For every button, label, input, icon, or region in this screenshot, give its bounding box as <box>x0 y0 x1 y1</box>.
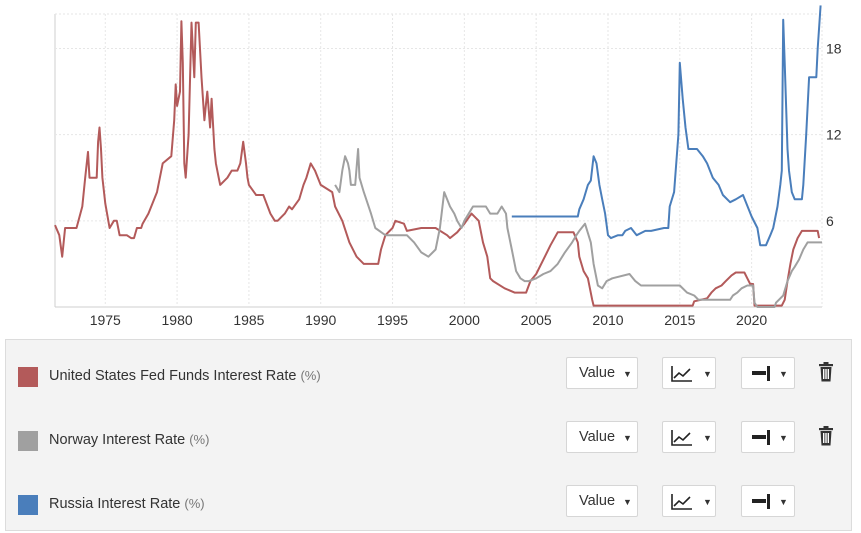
chart-type-dropdown[interactable]: ▼ <box>662 485 716 517</box>
chart-grid <box>54 13 823 308</box>
x-tick-label: 2015 <box>664 312 695 328</box>
axis-align-icon <box>752 430 770 445</box>
value-dropdown[interactable]: Value ▼ <box>566 357 638 389</box>
series-color-swatch <box>18 495 38 515</box>
series-unit: (%) <box>189 432 210 447</box>
x-tick-label: 1975 <box>90 312 121 328</box>
series-name: Norway Interest Rate (%) <box>49 432 210 448</box>
y-tick-label: 6 <box>826 213 834 229</box>
chart-type-dropdown[interactable]: ▼ <box>662 421 716 453</box>
caret-down-icon: ▼ <box>703 433 712 443</box>
legend-row-us: United States Fed Funds Interest Rate (%)… <box>6 357 851 397</box>
series-line-2 <box>511 5 822 247</box>
caret-down-icon: ▼ <box>623 433 632 443</box>
caret-down-icon: ▼ <box>703 497 712 507</box>
legend-panel: United States Fed Funds Interest Rate (%)… <box>5 339 852 531</box>
caret-down-icon: ▼ <box>779 497 788 507</box>
x-tick-label: 2000 <box>449 312 480 328</box>
x-tick-label: 2020 <box>736 312 767 328</box>
caret-down-icon: ▼ <box>779 369 788 379</box>
series-name: Russia Interest Rate (%) <box>49 496 205 512</box>
x-tick-label: 1990 <box>305 312 336 328</box>
axis-align-icon <box>752 366 770 381</box>
axis-align-icon <box>752 494 770 509</box>
chart-series <box>54 5 822 308</box>
series-name: United States Fed Funds Interest Rate (%) <box>49 368 321 384</box>
y-tick-label: 18 <box>826 40 842 56</box>
x-tick-label: 1980 <box>162 312 193 328</box>
chart-area: 1975 1980 1985 1990 1995 2000 2005 2010 2015 2020… <box>54 5 842 328</box>
caret-down-icon: ▼ <box>623 497 632 507</box>
legend-row-norway: Norway Interest Rate (%) Value ▼ ▼ ▼ <box>6 421 851 461</box>
x-tick-label: 2010 <box>592 312 623 328</box>
series-unit: (%) <box>184 496 205 511</box>
y-axis: 6 12 18 <box>826 40 842 228</box>
x-tick-label: 1985 <box>233 312 264 328</box>
caret-down-icon: ▼ <box>623 369 632 379</box>
series-line-1 <box>334 148 822 308</box>
x-axis: 1975 1980 1985 1990 1995 2000 2005 2010 2015 2020 <box>90 312 768 328</box>
series-color-swatch <box>18 431 38 451</box>
x-tick-label: 2005 <box>521 312 552 328</box>
trash-icon[interactable] <box>818 426 834 446</box>
series-line-0 <box>54 20 821 307</box>
x-tick-label: 1995 <box>377 312 408 328</box>
line-chart-icon <box>671 366 692 382</box>
line-chart-icon <box>671 494 692 510</box>
series-unit: (%) <box>300 368 321 383</box>
chart-type-dropdown[interactable]: ▼ <box>662 357 716 389</box>
y-tick-label: 12 <box>826 127 842 143</box>
axis-align-dropdown[interactable]: ▼ <box>741 357 795 389</box>
trash-icon[interactable] <box>818 362 834 382</box>
axis-align-dropdown[interactable]: ▼ <box>741 485 795 517</box>
legend-row-russia: Russia Interest Rate (%) Value ▼ ▼ ▼ <box>6 485 851 525</box>
value-dropdown[interactable]: Value ▼ <box>566 421 638 453</box>
caret-down-icon: ▼ <box>779 433 788 443</box>
caret-down-icon: ▼ <box>703 369 712 379</box>
axis-align-dropdown[interactable]: ▼ <box>741 421 795 453</box>
line-chart-icon <box>671 430 692 446</box>
value-dropdown[interactable]: Value ▼ <box>566 485 638 517</box>
series-color-swatch <box>18 367 38 387</box>
